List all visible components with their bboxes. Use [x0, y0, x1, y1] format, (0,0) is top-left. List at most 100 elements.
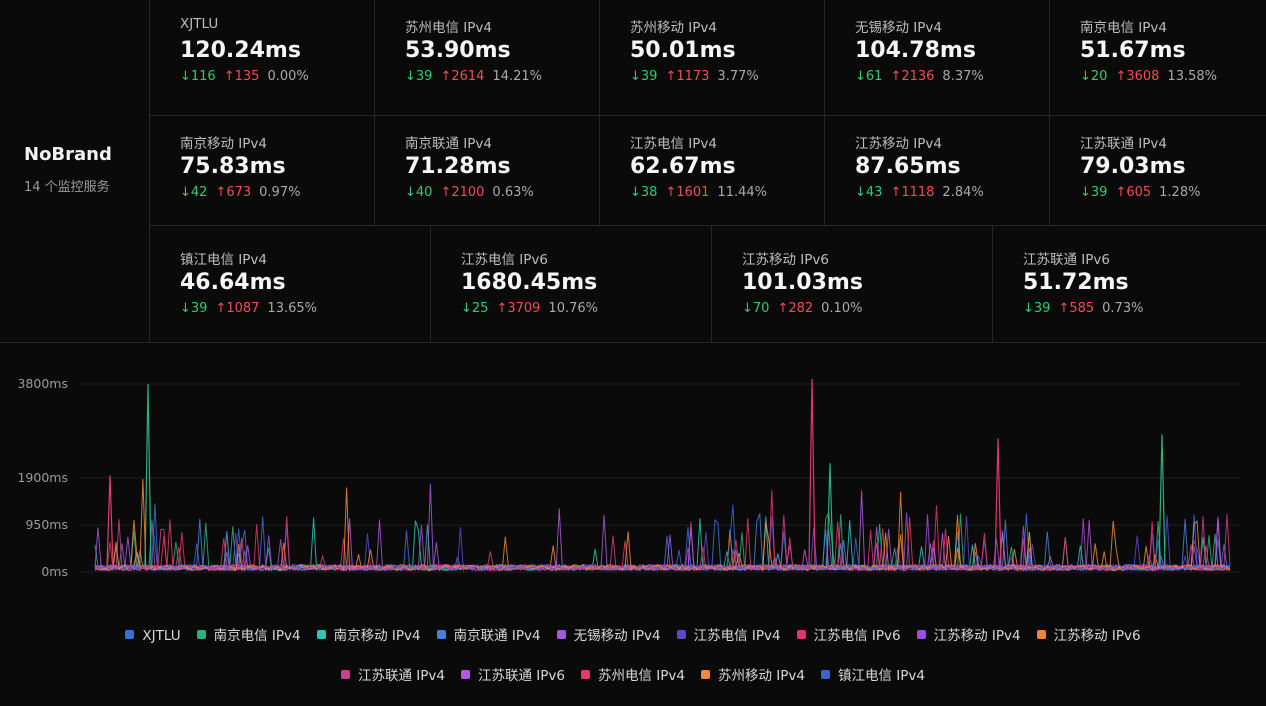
y-tick-label: 1900ms — [17, 470, 68, 485]
down-count: ↓40 — [405, 185, 433, 200]
legend-swatch — [701, 670, 710, 679]
service-card[interactable]: 江苏联通 IPv4 79.03ms ↓39 ↑605 1.28% — [1050, 116, 1266, 225]
service-card[interactable]: 南京电信 IPv4 51.67ms ↓20 ↑3608 13.58% — [1050, 0, 1266, 115]
service-card[interactable]: 南京移动 IPv4 75.83ms ↓42 ↑673 0.97% — [150, 116, 375, 225]
latency-chart[interactable]: 3800ms 1900ms 950ms 0ms — [0, 360, 1266, 600]
service-card[interactable]: 江苏电信 IPv4 62.67ms ↓38 ↑1601 11.44% — [600, 116, 825, 225]
service-card[interactable]: 江苏移动 IPv6 101.03ms ↓70 ↑282 0.10% — [712, 226, 993, 342]
legend-item[interactable]: 江苏移动 IPv4 — [916, 624, 1021, 644]
service-metrics: ↓38 ↑1601 11.44% — [630, 185, 767, 200]
service-metrics: ↓39 ↑2614 14.21% — [405, 69, 542, 84]
service-latency: 46.64ms — [180, 270, 286, 295]
legend-row-2: 江苏联通 IPv4 江苏联通 IPv6 苏州电信 IPv4 苏州移动 IPv4 镇江电信… — [0, 664, 1266, 684]
up-count: ↑1087 — [215, 301, 260, 316]
series-peak — [1158, 434, 1166, 567]
service-name: 江苏移动 IPv4 — [855, 136, 942, 152]
series-peak — [826, 463, 834, 567]
service-latency: 62.67ms — [630, 154, 736, 179]
service-card[interactable]: 镇江电信 IPv4 46.64ms ↓39 ↑1087 13.65% — [150, 226, 431, 342]
service-card[interactable]: 江苏移动 IPv4 87.65ms ↓43 ↑1118 2.84% — [825, 116, 1050, 225]
service-card[interactable]: 江苏电信 IPv6 1680.45ms ↓25 ↑3709 10.76% — [431, 226, 712, 342]
service-latency: 104.78ms — [855, 38, 976, 63]
packet-loss: 14.21% — [492, 69, 542, 84]
legend-label: 江苏移动 IPv4 — [933, 628, 1021, 644]
service-name: 南京联通 IPv4 — [405, 136, 492, 152]
legend-item[interactable]: 江苏联通 IPv4 — [341, 664, 445, 684]
legend-item[interactable]: 南京联通 IPv4 — [436, 624, 541, 644]
service-card[interactable]: 江苏联通 IPv6 51.72ms ↓39 ↑585 0.73% — [993, 226, 1266, 342]
legend-swatch — [796, 630, 806, 639]
packet-loss: 11.44% — [717, 185, 767, 200]
legend-item[interactable]: 苏州移动 IPv4 — [701, 664, 805, 684]
service-metrics: ↓25 ↑3709 10.76% — [461, 301, 598, 316]
up-count: ↑2614 — [440, 69, 485, 84]
stats-panel: NoBrand 14 个监控服务 XJTLU 120.24ms ↓116 ↑135 0.… — [0, 0, 1266, 343]
service-latency: 51.72ms — [1023, 270, 1129, 295]
legend-label: 江苏联通 IPv6 — [478, 668, 565, 684]
series-peak — [106, 475, 114, 567]
service-metrics: ↓20 ↑3608 13.58% — [1080, 69, 1217, 84]
legend-item[interactable]: 江苏移动 IPv6 — [1036, 624, 1141, 644]
up-count: ↑282 — [777, 301, 814, 316]
legend-item[interactable]: 江苏电信 IPv4 — [676, 624, 781, 644]
legend-label: 苏州电信 IPv4 — [598, 668, 685, 684]
legend-item[interactable]: 镇江电信 IPv4 — [821, 664, 925, 684]
service-name: 镇江电信 IPv4 — [180, 252, 267, 268]
service-latency: 87.65ms — [855, 154, 961, 179]
legend-item[interactable]: 江苏电信 IPv6 — [796, 624, 901, 644]
service-name: 江苏联通 IPv4 — [1080, 136, 1167, 152]
service-name: 苏州电信 IPv4 — [405, 20, 492, 36]
service-name: 南京电信 IPv4 — [1080, 20, 1167, 36]
service-metrics: ↓39 ↑1087 13.65% — [180, 301, 317, 316]
legend-swatch — [916, 630, 926, 639]
legend-label: 江苏电信 IPv4 — [693, 628, 781, 644]
series-peak — [144, 383, 152, 567]
service-metrics: ↓116 ↑135 0.00% — [180, 69, 309, 84]
down-count: ↓43 — [855, 185, 883, 200]
service-card[interactable]: 苏州移动 IPv4 50.01ms ↓39 ↑1173 3.77% — [600, 0, 825, 115]
service-card[interactable]: 南京联通 IPv4 71.28ms ↓40 ↑2100 0.63% — [375, 116, 600, 225]
up-count: ↑585 — [1058, 301, 1095, 316]
legend-swatch — [581, 670, 590, 679]
service-count: 14 个监控服务 — [24, 180, 110, 195]
legend-item[interactable]: 南京移动 IPv4 — [316, 624, 421, 644]
up-count: ↑605 — [1115, 185, 1152, 200]
packet-loss: 10.76% — [548, 301, 598, 316]
legend-swatch — [821, 670, 830, 679]
up-count: ↑135 — [223, 69, 260, 84]
series-line — [94, 504, 1231, 572]
legend-label: 南京电信 IPv4 — [213, 628, 301, 644]
service-card[interactable]: 苏州电信 IPv4 53.90ms ↓39 ↑2614 14.21% — [375, 0, 600, 115]
down-count: ↓39 — [180, 301, 208, 316]
brand-card: NoBrand 14 个监控服务 — [0, 0, 150, 343]
down-count: ↓38 — [630, 185, 658, 200]
down-count: ↓70 — [742, 301, 770, 316]
legend-item[interactable]: 江苏联通 IPv6 — [461, 664, 565, 684]
legend-item[interactable]: 苏州电信 IPv4 — [581, 664, 685, 684]
legend-item[interactable]: 无锡移动 IPv4 — [556, 624, 661, 644]
packet-loss: 0.97% — [259, 185, 301, 200]
service-latency: 51.67ms — [1080, 38, 1186, 63]
series-line — [94, 503, 1231, 572]
legend-label: 苏州移动 IPv4 — [718, 668, 805, 684]
service-metrics: ↓43 ↑1118 2.84% — [855, 185, 984, 200]
down-count: ↓25 — [461, 301, 489, 316]
up-count: ↑1118 — [890, 185, 935, 200]
up-count: ↑3608 — [1115, 69, 1160, 84]
legend-swatch — [556, 630, 566, 639]
legend-swatch — [676, 630, 686, 639]
down-count: ↓39 — [405, 69, 433, 84]
brand-name: NoBrand — [24, 144, 112, 165]
service-card[interactable]: 无锡移动 IPv4 104.78ms ↓61 ↑2136 8.37% — [825, 0, 1050, 115]
packet-loss: 0.73% — [1102, 301, 1144, 316]
service-name: 无锡移动 IPv4 — [855, 20, 942, 36]
legend-item[interactable]: 南京电信 IPv4 — [196, 624, 301, 644]
legend-item[interactable]: XJTLU — [125, 628, 181, 644]
legend-swatch — [461, 670, 470, 679]
legend-label: 镇江电信 IPv4 — [838, 668, 925, 684]
service-name: 南京移动 IPv4 — [180, 136, 267, 152]
service-metrics: ↓42 ↑673 0.97% — [180, 185, 300, 200]
legend-label: 南京移动 IPv4 — [333, 628, 421, 644]
service-card[interactable]: XJTLU 120.24ms ↓116 ↑135 0.00% — [150, 0, 375, 115]
down-count: ↓20 — [1080, 69, 1108, 84]
